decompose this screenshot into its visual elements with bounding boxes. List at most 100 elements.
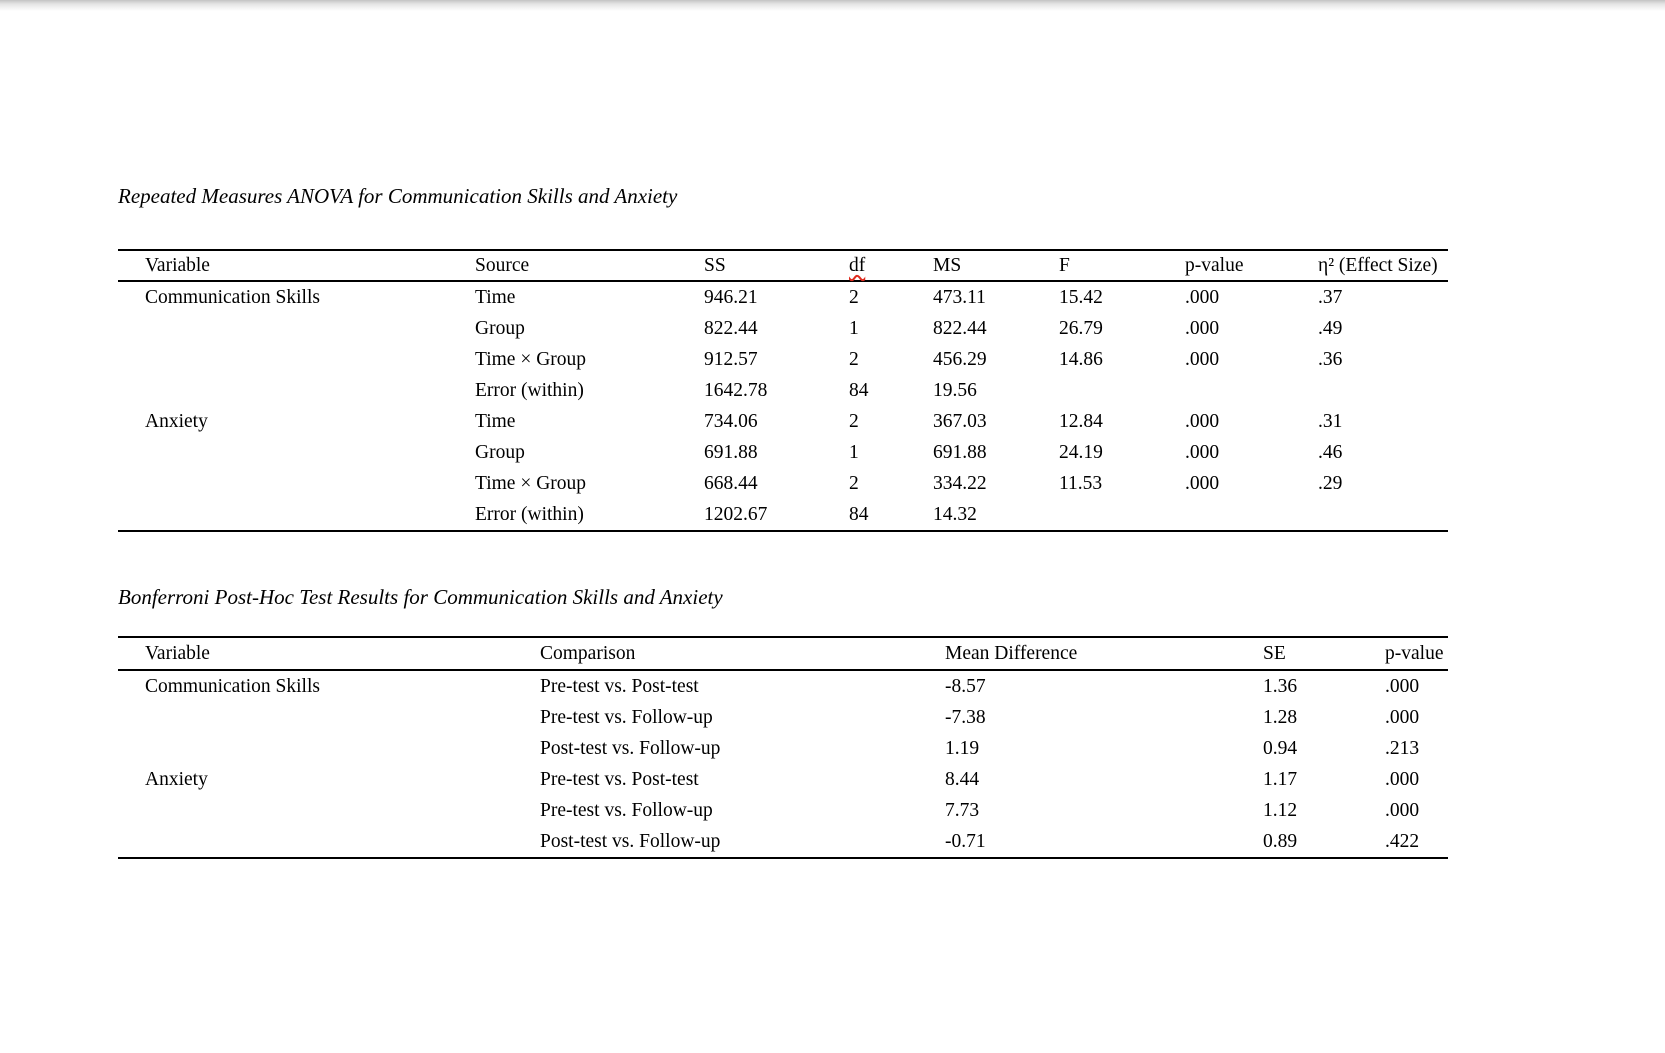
col-header-comparison: Comparison — [540, 637, 945, 671]
col-header-ms: MS — [933, 250, 1059, 282]
table-cell: 334.22 — [933, 472, 987, 494]
table-row: Anxiety Time 734.06 2 367.03 12.84 .000 .31 — [118, 406, 1448, 437]
table-cell — [118, 375, 475, 406]
table-cell: 12.84 — [1059, 410, 1103, 432]
table-cell: .000 — [1385, 799, 1420, 821]
table-cell — [118, 733, 540, 764]
table-row: Time × Group 912.57 2 456.29 14.86 .000 .36 — [118, 344, 1448, 375]
table-cell: 14.86 — [1059, 348, 1103, 370]
table-cell: Group — [475, 317, 525, 339]
table-cell: Time — [475, 410, 516, 432]
table-cell: Anxiety — [145, 768, 208, 790]
table-cell: 19.56 — [933, 379, 977, 401]
table-cell: .000 — [1185, 348, 1220, 370]
table-cell: Communication Skills — [145, 286, 320, 308]
table-cell — [1185, 499, 1318, 531]
table-cell: 1.17 — [1263, 768, 1298, 790]
table-cell: .000 — [1185, 472, 1220, 494]
table-cell: 822.44 — [704, 317, 758, 339]
table-cell: 456.29 — [933, 348, 987, 370]
table-cell: 84 — [849, 503, 869, 525]
anova-table: Variable Source SS df MS F p-value η² (E… — [118, 249, 1448, 532]
table-cell: 668.44 — [704, 472, 758, 494]
table-cell: Group — [475, 441, 525, 463]
table-cell: Error (within) — [475, 503, 584, 525]
table-row: Error (within) 1202.67 84 14.32 — [118, 499, 1448, 531]
table-cell: 2 — [849, 286, 859, 308]
table-cell — [1059, 375, 1185, 406]
table-cell: 1202.67 — [704, 503, 768, 525]
table-cell: .000 — [1185, 410, 1220, 432]
table-cell: .000 — [1385, 768, 1420, 790]
table-cell — [118, 795, 540, 826]
table-cell: Post-test vs. Follow-up — [540, 830, 721, 852]
table-cell: 0.94 — [1263, 737, 1298, 759]
table-cell: 1 — [849, 441, 859, 463]
table-cell: 912.57 — [704, 348, 758, 370]
table-cell: Anxiety — [145, 410, 208, 432]
table-cell: 1.19 — [945, 737, 980, 759]
table-row: Communication Skills Time 946.21 2 473.11 15.… — [118, 281, 1448, 313]
table-row: Anxiety Pre-test vs. Post-test 8.44 1.17 .00… — [118, 764, 1448, 795]
table-cell: 1.36 — [1263, 675, 1298, 697]
table-row: Group 691.88 1 691.88 24.19 .000 .46 — [118, 437, 1448, 468]
col-header-effect-size: η² (Effect Size) — [1318, 250, 1448, 282]
col-header-df: df — [849, 250, 933, 282]
table-row: Post-test vs. Follow-up -0.71 0.89 .422 — [118, 826, 1448, 858]
table-cell: Pre-test vs. Follow-up — [540, 799, 713, 821]
table-cell: 1642.78 — [704, 379, 768, 401]
table-cell: 691.88 — [933, 441, 987, 463]
table-cell: 1 — [849, 317, 859, 339]
table-cell: 84 — [849, 379, 869, 401]
anova-header-row: Variable Source SS df MS F p-value η² (E… — [118, 250, 1448, 282]
table-cell — [118, 468, 475, 499]
table-cell: Time × Group — [475, 472, 587, 494]
table-cell: .46 — [1318, 441, 1343, 463]
table-cell — [1185, 375, 1318, 406]
table-cell: 1.12 — [1263, 799, 1298, 821]
table-cell: Post-test vs. Follow-up — [540, 737, 721, 759]
table-cell: 367.03 — [933, 410, 987, 432]
top-edge-shadow — [0, 0, 1665, 11]
col-header-ss: SS — [704, 250, 849, 282]
table-cell: .36 — [1318, 348, 1343, 370]
table-cell: 734.06 — [704, 410, 758, 432]
col-header-f: F — [1059, 250, 1185, 282]
col-header-p-value: p-value — [1185, 250, 1318, 282]
table-cell: .000 — [1185, 441, 1220, 463]
table-cell: 2 — [849, 472, 859, 494]
table-cell: 0.89 — [1263, 830, 1298, 852]
misspelled-word: df — [849, 254, 866, 276]
col-header-mean-difference: Mean Difference — [945, 637, 1263, 671]
table-cell: 946.21 — [704, 286, 758, 308]
table-cell: 15.42 — [1059, 286, 1103, 308]
table-cell: .37 — [1318, 286, 1343, 308]
table-row: Communication Skills Pre-test vs. Post-te… — [118, 670, 1448, 702]
posthoc-header-row: Variable Comparison Mean Difference SE p… — [118, 637, 1448, 671]
table-cell: 822.44 — [933, 317, 987, 339]
table-row: Pre-test vs. Follow-up 7.73 1.12 .000 — [118, 795, 1448, 826]
col-header-p-value: p-value — [1385, 637, 1448, 671]
table-cell: .49 — [1318, 317, 1343, 339]
table-cell: 473.11 — [933, 286, 986, 308]
table-cell: -8.57 — [945, 675, 986, 697]
table-cell: Time × Group — [475, 348, 587, 370]
table-cell: .000 — [1185, 317, 1220, 339]
table-cell: Pre-test vs. Follow-up — [540, 706, 713, 728]
col-header-variable: Variable — [118, 250, 475, 282]
table-cell: 24.19 — [1059, 441, 1103, 463]
table-cell: .000 — [1385, 675, 1420, 697]
table-cell: .000 — [1185, 286, 1220, 308]
col-header-variable: Variable — [118, 637, 540, 671]
anova-table-title: Repeated Measures ANOVA for Communicatio… — [118, 184, 678, 208]
table-cell — [118, 499, 475, 531]
table-cell: 8.44 — [945, 768, 980, 790]
table-cell: -0.71 — [945, 830, 986, 852]
table-cell — [118, 313, 475, 344]
table-cell: 1.28 — [1263, 706, 1298, 728]
table-cell: 2 — [849, 410, 859, 432]
table-cell: Pre-test vs. Post-test — [540, 675, 699, 697]
table-row: Error (within) 1642.78 84 19.56 — [118, 375, 1448, 406]
table-cell — [118, 702, 540, 733]
